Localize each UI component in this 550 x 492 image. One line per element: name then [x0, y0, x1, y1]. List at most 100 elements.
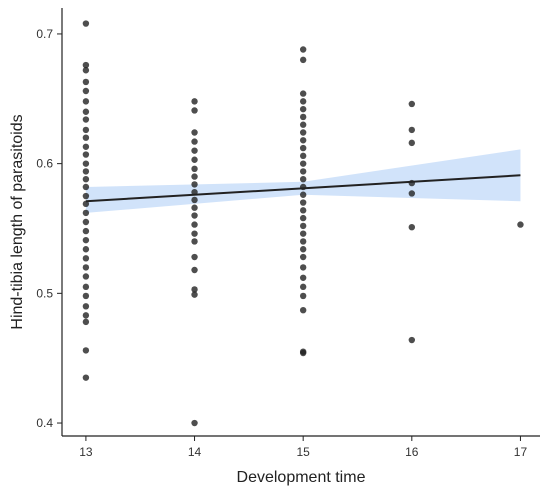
data-point — [82, 67, 90, 74]
data-point — [408, 139, 416, 147]
data-point — [82, 87, 90, 95]
data-point — [299, 238, 307, 245]
data-point — [82, 192, 90, 200]
data-point — [82, 374, 90, 381]
data-point — [82, 318, 90, 326]
data-point — [299, 113, 307, 121]
data-point — [299, 222, 307, 230]
data-point — [191, 181, 198, 188]
data-point — [82, 126, 90, 134]
data-point — [191, 291, 198, 298]
data-point — [82, 168, 90, 175]
data-point — [299, 90, 307, 97]
y-tick-label: 0.7 — [36, 27, 53, 41]
data-point — [82, 160, 90, 167]
data-point — [408, 336, 416, 344]
data-point — [82, 200, 90, 208]
data-point — [517, 221, 524, 228]
data-point — [82, 209, 90, 217]
data-point — [82, 303, 90, 310]
data-point — [299, 191, 307, 198]
data-point — [299, 199, 307, 206]
data-point — [82, 98, 90, 105]
x-axis-title: Development time — [237, 469, 366, 486]
regression-line — [85, 174, 521, 203]
data-point — [82, 273, 90, 280]
data-point — [82, 176, 90, 183]
data-point — [82, 143, 90, 150]
data-point — [191, 129, 198, 136]
data-point — [299, 306, 307, 314]
data-point — [82, 292, 90, 300]
data-point — [191, 253, 198, 261]
data-point — [299, 137, 307, 144]
y-tick-label: 0.6 — [36, 157, 53, 171]
data-point — [191, 173, 198, 180]
data-point — [82, 151, 90, 158]
data-point — [299, 105, 307, 113]
data-point — [82, 134, 90, 141]
data-point — [82, 116, 90, 123]
data-point — [82, 264, 90, 271]
data-point — [191, 212, 198, 219]
data-point — [82, 312, 90, 319]
axes-layer — [57, 8, 540, 441]
data-point — [299, 144, 307, 152]
x-tick-label: 16 — [405, 445, 419, 459]
data-point — [408, 126, 416, 134]
data-point — [299, 121, 307, 128]
data-point — [299, 160, 307, 167]
x-tick-label: 15 — [296, 445, 310, 459]
data-point — [299, 56, 307, 64]
data-point — [299, 176, 307, 183]
y-axis-title: Hind-tibia length of parasitoids — [9, 114, 26, 329]
data-point — [191, 204, 198, 211]
data-point — [299, 207, 307, 214]
data-point — [191, 107, 198, 114]
data-point — [408, 223, 416, 231]
data-point — [299, 230, 307, 237]
data-point — [191, 286, 198, 293]
data-point — [299, 264, 307, 271]
data-point — [191, 196, 198, 204]
data-point — [299, 98, 307, 105]
data-point — [408, 100, 416, 108]
data-point — [299, 253, 307, 261]
data-point — [299, 274, 307, 281]
data-point — [299, 46, 307, 53]
data-point — [191, 238, 198, 245]
data-point — [299, 152, 307, 160]
data-point — [82, 108, 90, 115]
data-point — [82, 218, 90, 226]
data-point — [191, 147, 198, 154]
data-point — [299, 292, 307, 300]
data-point — [299, 214, 307, 222]
data-point — [299, 168, 307, 175]
data-point — [82, 183, 90, 191]
data-point — [82, 61, 90, 69]
data-point — [82, 246, 90, 253]
data-point — [191, 165, 198, 173]
y-tick-label: 0.5 — [36, 286, 53, 300]
data-point — [191, 98, 198, 105]
data-point — [82, 236, 90, 244]
data-point — [191, 266, 198, 274]
x-tick-label: 13 — [79, 445, 93, 459]
trend-line-layer — [85, 174, 521, 203]
data-point — [191, 156, 198, 163]
data-point — [191, 419, 198, 427]
data-point — [191, 230, 198, 237]
x-tick-label: 14 — [188, 445, 202, 459]
data-point — [299, 283, 307, 291]
data-point — [408, 190, 416, 197]
data-point — [82, 347, 90, 354]
data-point — [82, 20, 90, 27]
data-point — [82, 255, 90, 262]
data-point — [299, 246, 307, 253]
data-point — [191, 138, 198, 145]
data-point — [191, 221, 198, 228]
labels-layer: 13 14 15 16 17 0.4 0.5 0.6 0.7 Development time Hi… — [9, 27, 527, 486]
points-layer — [82, 20, 524, 427]
